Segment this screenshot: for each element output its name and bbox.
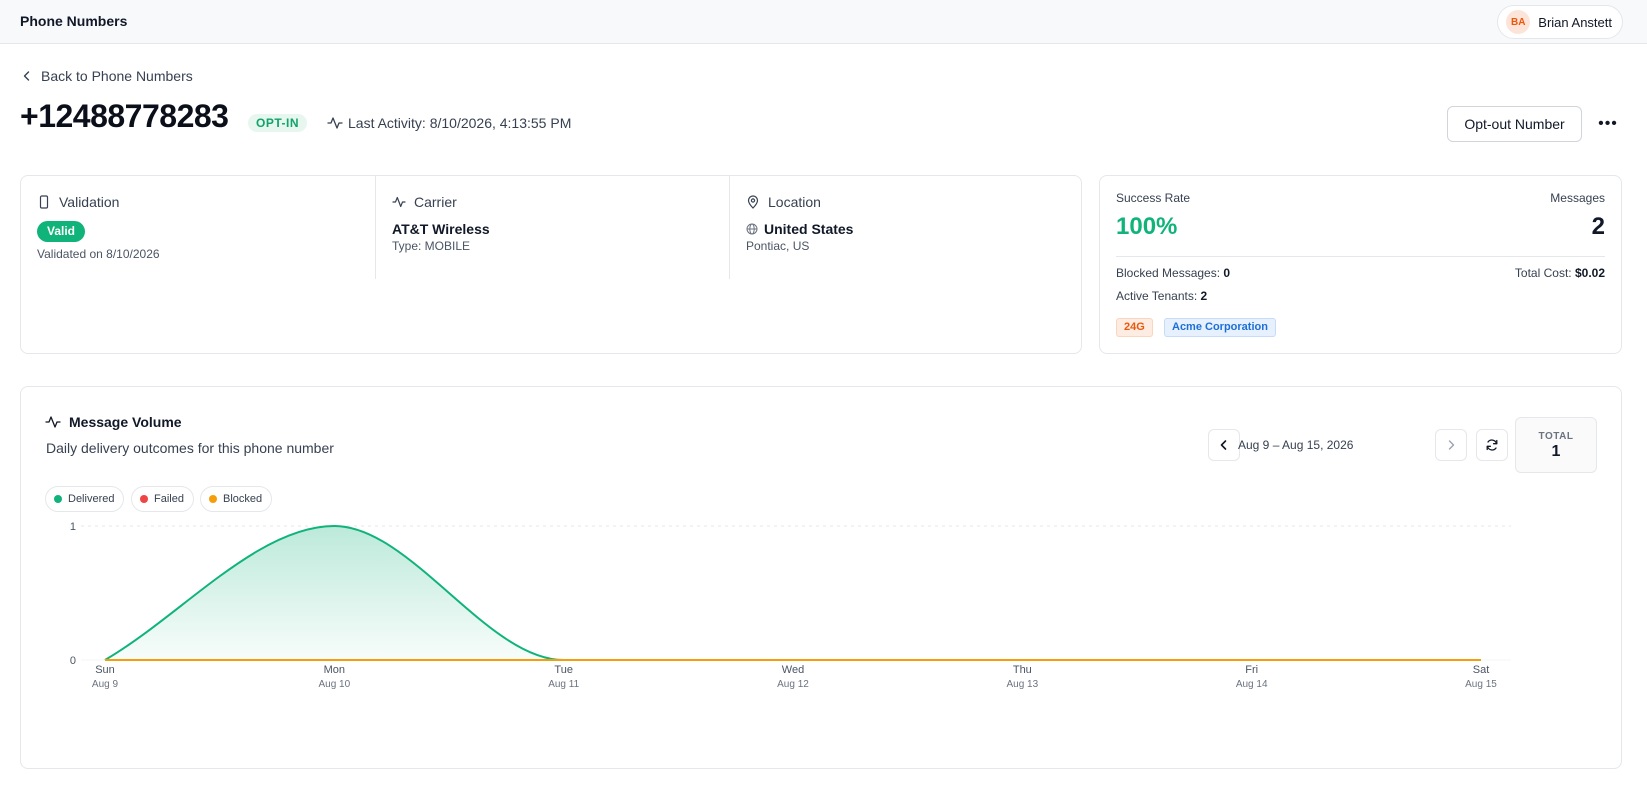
chart-title-row: Message Volume (45, 414, 182, 430)
previous-week-button[interactable] (1208, 429, 1240, 461)
x-tick-date: Aug 15 (1465, 679, 1497, 690)
user-name: Brian Anstett (1538, 14, 1612, 30)
globe-icon (746, 223, 758, 235)
x-tick-date: Aug 12 (777, 679, 809, 690)
carrier-name: AT&T Wireless (392, 221, 490, 237)
x-tick-date: Aug 10 (318, 679, 350, 690)
blocked-messages: Blocked Messages: 0 (1116, 266, 1230, 280)
x-tick-label: Thu (1013, 664, 1032, 676)
divider (1116, 256, 1605, 257)
legend-label: Blocked (223, 493, 263, 505)
validation-title: Validation (59, 194, 120, 210)
chart-title: Message Volume (69, 414, 182, 430)
total-label: TOTAL (1538, 431, 1574, 442)
success-rate-value: 100% (1116, 213, 1178, 240)
x-tick-date: Aug 9 (92, 679, 119, 690)
details-card: Validation Valid Validated on 8/10/2026 … (20, 175, 1082, 354)
location-country: United States (764, 221, 854, 237)
status-badge: OPT-IN (248, 114, 308, 132)
map-pin-icon (747, 195, 759, 209)
legend-delivered[interactable]: Delivered (45, 486, 125, 512)
x-tick-label: Wed (782, 664, 804, 676)
more-options-button[interactable]: ••• (1598, 115, 1618, 132)
blocked-dot (209, 495, 217, 503)
chevron-left-icon (23, 71, 30, 81)
tenant-tag[interactable]: Acme Corporation (1164, 318, 1276, 337)
carrier-header: Carrier (392, 194, 713, 210)
delivered-dot (54, 495, 62, 503)
failed-dot (140, 495, 148, 503)
last-activity-text: Last Activity: 8/10/2026, 4:13:55 PM (348, 115, 572, 131)
tenants-value: 2 (1200, 289, 1208, 303)
x-tick-label: Fri (1245, 664, 1258, 676)
opt-out-button[interactable]: Opt-out Number (1447, 106, 1582, 142)
refresh-icon (1486, 439, 1498, 451)
legend-label: Delivered (68, 493, 115, 505)
x-tick-label: Tue (554, 664, 573, 676)
x-tick-date: Aug 13 (1006, 679, 1038, 690)
chevron-left-icon (1220, 440, 1227, 450)
last-activity: Last Activity: 8/10/2026, 4:13:55 PM (327, 115, 571, 131)
activity-icon (392, 196, 406, 208)
refresh-button[interactable] (1476, 429, 1508, 461)
x-tick-label: Sat (1473, 664, 1490, 676)
message-volume-card: Message Volume Daily delivery outcomes f… (20, 386, 1622, 769)
back-link-label: Back to Phone Numbers (41, 68, 193, 84)
cost-label: Total Cost: (1514, 266, 1572, 280)
validation-header: Validation (37, 194, 359, 210)
chart-subtitle: Daily delivery outcomes for this phone n… (46, 440, 334, 456)
location-title: Location (768, 194, 821, 210)
messages-label: Messages (1550, 191, 1605, 205)
app-title: Phone Numbers (20, 13, 128, 29)
legend-blocked[interactable]: Blocked (200, 486, 273, 512)
location-section: Location United States Pontiac, US (730, 176, 1080, 279)
validation-section: Validation Valid Validated on 8/10/2026 (21, 176, 376, 279)
valid-badge: Valid (37, 221, 86, 242)
carrier-section: Carrier AT&T Wireless Type: MOBILE (376, 176, 730, 279)
x-tick-date: Aug 11 (548, 679, 579, 690)
x-tick-date: Aug 14 (1236, 679, 1268, 690)
date-range: Aug 9 – Aug 15, 2026 (1238, 438, 1354, 452)
cost-value: $0.02 (1574, 266, 1605, 280)
blocked-value: 0 (1223, 266, 1231, 280)
chevron-right-icon (1448, 440, 1455, 450)
activity-icon (327, 117, 343, 129)
top-bar: Phone Numbers BA Brian Anstett (0, 0, 1647, 44)
location-city: Pontiac, US (746, 239, 810, 253)
success-rate-label: Success Rate (1116, 191, 1191, 205)
active-tenants: Active Tenants: 2 (1116, 289, 1207, 303)
avatar: BA (1506, 10, 1531, 34)
total-value: 1 (1551, 443, 1561, 460)
blocked-label: Blocked Messages: (1116, 266, 1221, 280)
validated-date: Validated on 8/10/2026 (37, 247, 160, 261)
carrier-title: Carrier (414, 194, 457, 210)
y-tick-label: 0 (70, 655, 76, 667)
location-country-row: United States (746, 221, 1064, 237)
carrier-type: Type: MOBILE (392, 239, 471, 253)
back-link[interactable]: Back to Phone Numbers (21, 68, 193, 84)
location-header: Location (746, 194, 1064, 210)
messages-value: 2 (1591, 213, 1605, 240)
user-menu[interactable]: BA Brian Anstett (1497, 5, 1623, 39)
total-cost: Total Cost: $0.02 (1515, 266, 1605, 280)
x-tick-label: Mon (324, 664, 345, 676)
x-tick-label: Sun (95, 664, 115, 676)
total-box: TOTAL 1 (1515, 417, 1597, 473)
y-tick-label: 1 (70, 521, 76, 533)
legend-failed[interactable]: Failed (131, 486, 194, 512)
delivered-area (105, 526, 1481, 660)
legend-label: Failed (154, 493, 184, 505)
tenants-label: Active Tenants: (1116, 289, 1198, 303)
phone-number-title: +12488778283 (20, 98, 229, 134)
phone-device-icon (39, 195, 49, 209)
next-week-button[interactable] (1435, 429, 1467, 461)
message-volume-chart: 0 1 Sun Aug 9 Mon Aug 10 Tue Aug 11 Wed Aug 12 Thu… (70, 521, 1511, 690)
stats-card: Success Rate 100% Messages 2 Blocked Mes… (1099, 175, 1622, 354)
activity-icon (45, 416, 61, 428)
tenant-tag[interactable]: 24G (1116, 318, 1153, 337)
